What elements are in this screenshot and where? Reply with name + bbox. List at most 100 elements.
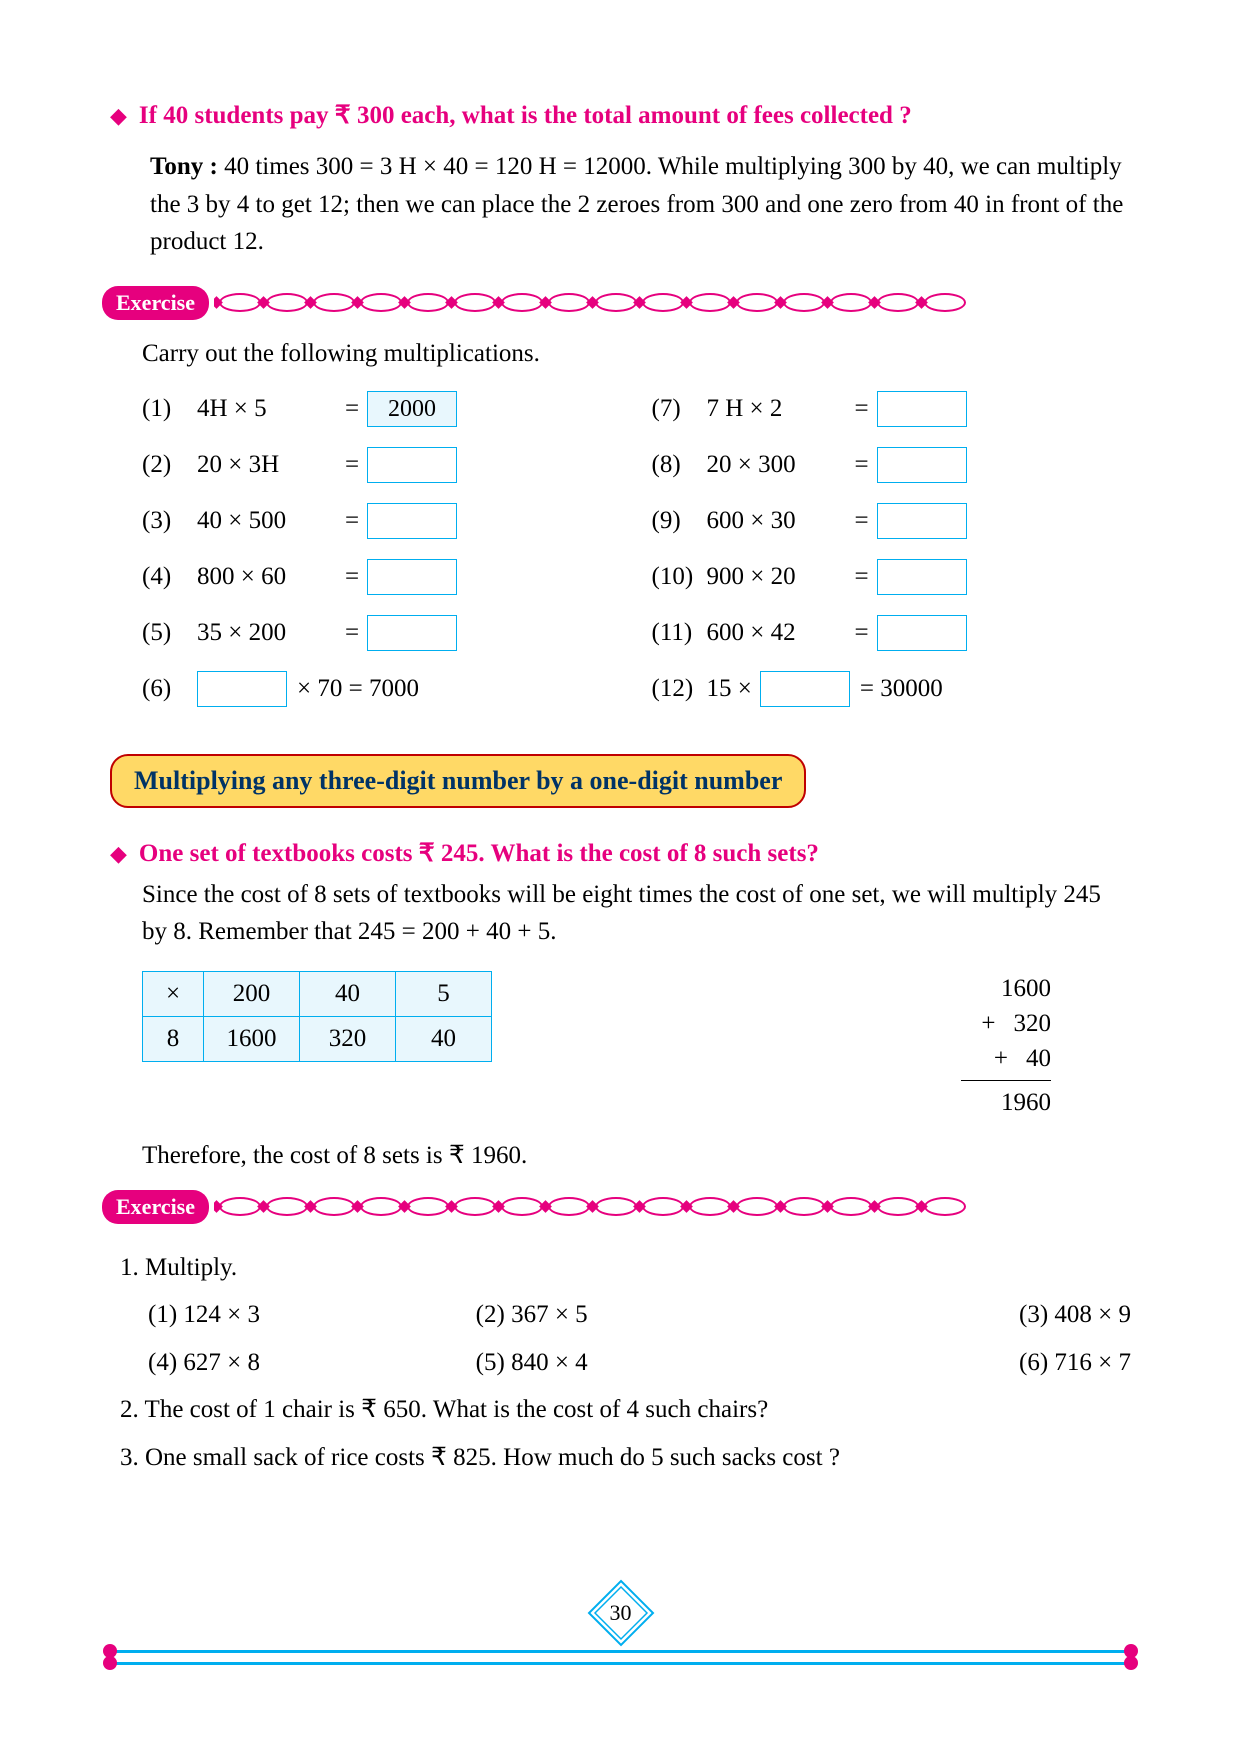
answer-box[interactable] [877,391,967,427]
item-number: (8) [652,451,707,479]
diamond-icon: ◆ [110,841,127,867]
pre-text: 15 × [707,675,752,703]
ex2-row: (4) 627 × 8 (5) 840 × 4 (6) 716 × 7 [148,1339,1131,1387]
table-row: × 200 40 5 [143,971,492,1016]
page-number-diamond: 30 [587,1579,655,1647]
ex2-q2: 2. The cost of 1 chair is ₹ 650. What is… [120,1386,1131,1434]
expression: 600 × 30 [707,507,847,535]
page-number: 30 [610,1600,632,1626]
ex2-item: (6) 716 × 7 [803,1339,1131,1387]
answer-box[interactable] [877,615,967,651]
cell: 40 [300,971,396,1016]
after-text: × 70 = 7000 [297,675,419,703]
answer-box[interactable] [877,559,967,595]
answer-box[interactable] [367,559,457,595]
expression: 40 × 500 [197,507,337,535]
item-number: (9) [652,507,707,535]
partial-products-row: × 200 40 5 8 1600 320 40 1600 +320 +40 1… [142,971,1131,1120]
answer-box[interactable] [367,447,457,483]
expression: 600 × 42 [707,619,847,647]
chain-decoration [214,1197,1131,1217]
speaker-name: Tony : [150,153,218,180]
body-text-2: Since the cost of 8 sets of textbooks wi… [142,876,1131,951]
item-number: (3) [142,507,197,535]
cell: 8 [143,1016,204,1061]
cell: 320 [300,1016,396,1061]
sum-total: 1960 [961,1080,1051,1120]
after-text: = 30000 [860,675,943,703]
equals: = [847,563,877,591]
cell: 1600 [204,1016,300,1061]
answer-box[interactable] [367,503,457,539]
mult-row: (7)7 H × 2= [652,390,1132,428]
ex2-row: (1) 124 × 3 (2) 367 × 5 (3) 408 × 9 [148,1291,1131,1339]
intro-text: Carry out the following multiplications. [142,340,1131,368]
ex2-item: (3) 408 × 9 [803,1291,1131,1339]
item-number: (6) [142,675,197,703]
exercise-bar-2: Exercise [102,1190,1131,1224]
tony-block: Tony : 40 times 300 = 3 H × 40 = 120 H =… [110,148,1131,261]
ex2-item: (1) 124 × 3 [148,1291,476,1339]
equals: = [847,507,877,535]
exercise-2-list: 1. Multiply. (1) 124 × 3 (2) 367 × 5 (3)… [120,1244,1131,1482]
multiplication-grid: (1)4H × 5=2000(2)20 × 3H=(3)40 × 500=(4)… [142,390,1131,726]
expression: 900 × 20 [707,563,847,591]
cell: × [143,971,204,1016]
partial-products-table: × 200 40 5 8 1600 320 40 [142,971,492,1062]
exercise-bar-1: Exercise [102,286,1131,320]
diamond-icon: ◆ [110,103,127,129]
mult-row: (5)35 × 200= [142,614,622,652]
table-row: 8 1600 320 40 [143,1016,492,1061]
answer-box[interactable] [877,503,967,539]
cell: 40 [396,1016,492,1061]
expression: 7 H × 2 [707,395,847,423]
answer-box[interactable] [197,671,287,707]
chain-decoration [214,293,1131,313]
conclusion: Therefore, the cost of 8 sets is ₹ 1960. [142,1140,1131,1170]
mult-row: (9)600 × 30= [652,502,1132,540]
plus-icon: + [994,1041,1008,1076]
answer-box[interactable]: 2000 [367,391,457,427]
expression: 20 × 3H [197,451,337,479]
question-2: ◆ One set of textbooks costs ₹ 245. What… [110,838,1131,868]
answer-box[interactable] [877,447,967,483]
answer-box[interactable] [760,671,850,707]
item-number: (1) [142,395,197,423]
equals: = [847,451,877,479]
ex2-q1-title: 1. Multiply. [120,1244,1131,1292]
item-number: (11) [652,619,707,647]
equals: = [847,395,877,423]
expression: 35 × 200 [197,619,337,647]
equals: = [847,619,877,647]
mult-row: (11)600 × 42= [652,614,1132,652]
left-column: (1)4H × 5=2000(2)20 × 3H=(3)40 × 500=(4)… [142,390,622,726]
exercise-label: Exercise [102,286,209,320]
section-header: Multiplying any three-digit number by a … [110,754,806,808]
equals: = [337,395,367,423]
item-number: (2) [142,451,197,479]
item-number: (10) [652,563,707,591]
mult-row: (12)15 ×= 30000 [652,670,1132,708]
mult-row: (10)900 × 20= [652,558,1132,596]
mult-row: (2)20 × 3H= [142,446,622,484]
mult-row: (3)40 × 500= [142,502,622,540]
equals: = [337,563,367,591]
vertical-sum: 1600 +320 +40 1960 [961,971,1051,1120]
ex2-q3: 3. One small sack of rice costs ₹ 825. H… [120,1434,1131,1482]
exercise-label: Exercise [102,1190,209,1224]
mult-row: (6) × 70 = 7000 [142,670,622,708]
expression: 4H × 5 [197,395,337,423]
question-1: ◆ If 40 students pay ₹ 300 each, what is… [110,100,1131,130]
mult-row: (4)800 × 60= [142,558,622,596]
sum-line: 320 [1014,1006,1052,1041]
question-2-text: One set of textbooks costs ₹ 245. What i… [139,838,819,868]
ex2-item: (5) 840 × 4 [476,1339,804,1387]
ex2-item: (4) 627 × 8 [148,1339,476,1387]
cell: 200 [204,971,300,1016]
sum-line: 40 [1026,1041,1051,1076]
expression: 800 × 60 [197,563,337,591]
answer-box[interactable] [367,615,457,651]
expression: 20 × 300 [707,451,847,479]
sum-line: 1600 [1001,971,1051,1006]
page: ◆ If 40 students pay ₹ 300 each, what is… [0,0,1241,1754]
